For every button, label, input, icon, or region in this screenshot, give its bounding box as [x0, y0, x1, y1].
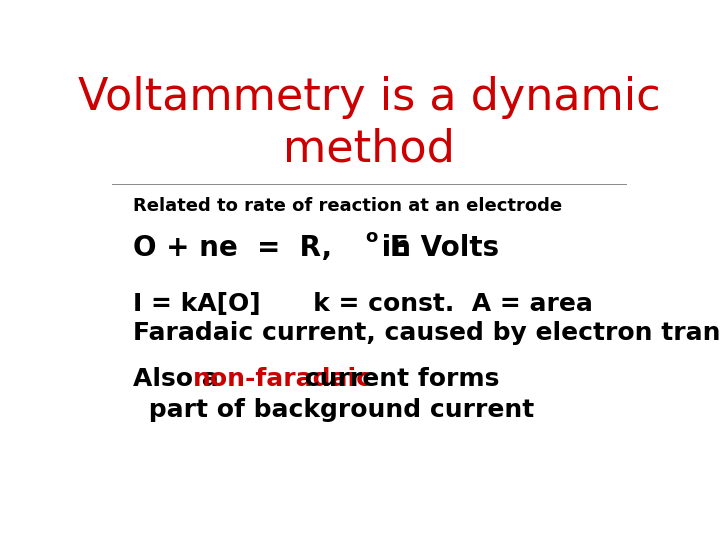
Text: I = kA[O]      k = const.  A = area: I = kA[O] k = const. A = area — [132, 292, 593, 316]
Text: Faradaic current, caused by electron transfer: Faradaic current, caused by electron tra… — [132, 321, 720, 345]
Text: current forms: current forms — [296, 367, 500, 392]
Text: non-faradaic: non-faradaic — [193, 367, 372, 392]
Text: Voltammetry is a dynamic
method: Voltammetry is a dynamic method — [78, 76, 660, 171]
Text: O + ne  =  R,      E: O + ne = R, E — [132, 234, 408, 262]
Text: Related to rate of reaction at an electrode: Related to rate of reaction at an electr… — [132, 197, 562, 215]
Text: o: o — [365, 228, 377, 246]
Text: Also a: Also a — [132, 367, 227, 392]
Text: in Volts: in Volts — [372, 234, 499, 262]
Text: part of background current: part of background current — [140, 398, 535, 422]
